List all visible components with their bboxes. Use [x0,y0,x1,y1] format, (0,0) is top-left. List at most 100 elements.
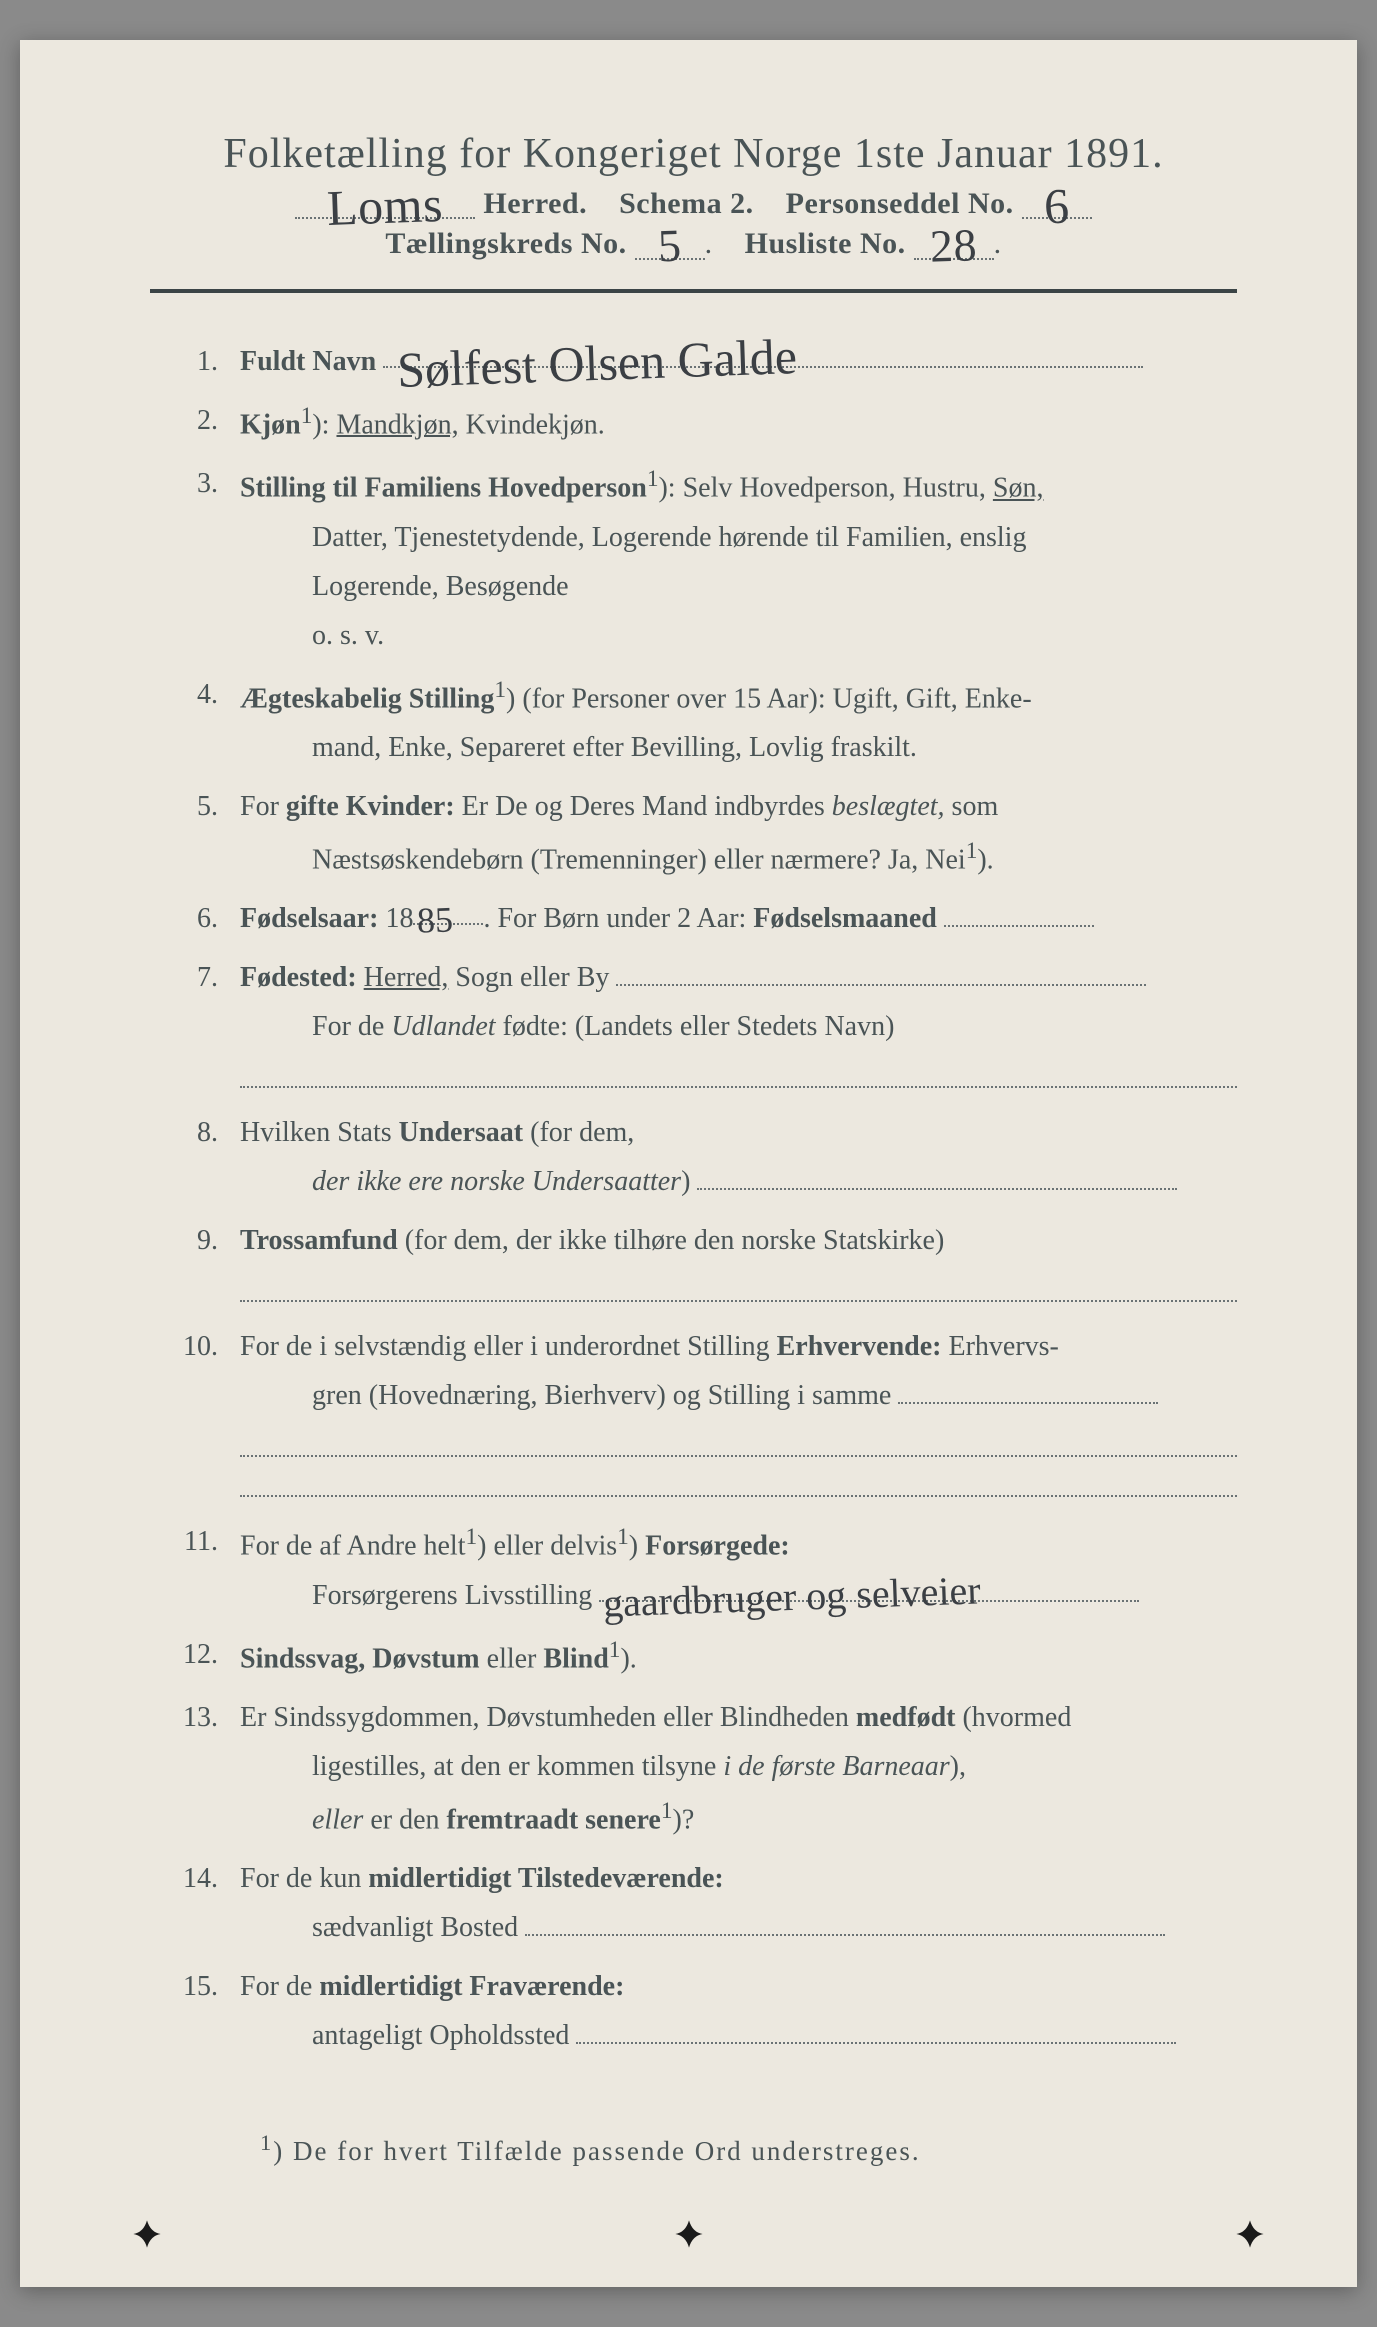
schema-label: Schema 2. [619,187,754,220]
year-prefix: 18 [385,903,413,934]
label-blind: Blind [543,1643,608,1674]
label-forsorgede: Forsørgede: [645,1531,790,1562]
personseddel-blank: 6 [1022,186,1092,219]
form-header: Folketælling for Kongeriget Norge 1ste J… [150,130,1237,261]
sup: 1 [966,838,978,864]
taellingskreds-no: 5 [653,227,686,265]
text: For de i selvstændig eller i underordnet… [240,1331,777,1362]
item-10: 10. For de i selvstændig eller i underor… [170,1322,1237,1508]
text: er den [370,1804,446,1835]
header-line-2: Tællingskreds No. 5. Husliste No. 28. [150,227,1237,261]
label-stilling: Stilling til Familiens Hovedperson [240,473,647,504]
sup: 1 [301,403,313,429]
item-number: 11. [170,1517,240,1619]
opt-kvindekjon: Kvindekjøn. [466,409,605,440]
line: gren (Hovednæring, Bierhverv) og Stillin… [312,1371,1237,1420]
text: eller [487,1643,544,1674]
sup: 1 [466,1524,478,1550]
item-body: Hvilken Stats Undersaat (for dem, der ik… [240,1108,1237,1206]
line: Datter, Tjenestetydende, Logerende høren… [312,513,1237,562]
text: (hvormed [962,1702,1071,1733]
text-italic: der ikke ere norske Undersaatter [312,1166,681,1197]
label-fuldt-navn: Fuldt Navn [240,346,376,377]
item-body: Fødselsaar: 1885. For Børn under 2 Aar: … [240,894,1237,943]
handwritten-name: Sølfest Olsen Galde [393,336,802,390]
item-14: 14. For de kun midlertidigt Tilstedevære… [170,1854,1237,1952]
blank [576,2014,1176,2045]
item-body: Kjøn1): Mandkjøn, Kvindekjøn. [240,396,1237,449]
dotted-line [240,1467,1237,1498]
opt-herred: Herred, [364,962,449,993]
item-body: For de midlertidigt Fraværende: antageli… [240,1962,1237,2060]
item-number: 10. [170,1322,240,1508]
taellingskreds-blank: 5 [635,227,705,260]
blank [525,1906,1165,1937]
item-2: 2. Kjøn1): Mandkjøn, Kvindekjøn. [170,396,1237,449]
text: (for dem, der ikke tilhøre den norske St… [405,1225,945,1256]
year-blank: 85 [413,894,483,925]
item-body: Stilling til Familiens Hovedperson1): Se… [240,459,1237,659]
dotted-line [240,1057,1237,1088]
footnote: 1) De for hvert Tilfælde passende Ord un… [260,2130,1237,2167]
item-11: 11. For de af Andre helt1) eller delvis1… [170,1517,1237,1619]
personseddel-label: Personseddel No. [786,187,1014,220]
label-gifte-kvinder: gifte Kvinder: [286,791,455,822]
footnote-sup: 1 [260,2130,273,2155]
item-8: 8. Hvilken Stats Undersaat (for dem, der… [170,1108,1237,1206]
sup: 1 [609,1637,621,1663]
label-erhvervende: Erhvervende: [777,1331,942,1362]
text: ) [629,1531,645,1562]
text: ) eller delvis [477,1531,617,1562]
text: ): [312,409,336,440]
census-form-page: Folketælling for Kongeriget Norge 1ste J… [20,40,1357,2287]
text: (for dem, [530,1117,634,1148]
item-number: 1. [170,337,240,386]
item-body: For de i selvstændig eller i underordnet… [240,1322,1237,1508]
label-tilstedevaerende: midlertidigt Tilstedeværende: [368,1863,723,1894]
line: Forsørgerens Livsstilling gaardbruger og… [312,1571,1237,1620]
label-fravaerende: midlertidigt Fraværende: [319,1971,624,2002]
item-6: 6. Fødselsaar: 1885. For Børn under 2 Aa… [170,894,1237,943]
herred-handwritten: Loms [323,184,448,228]
form-title: Folketælling for Kongeriget Norge 1ste J… [150,130,1237,178]
item-number: 9. [170,1216,240,1312]
item-number: 8. [170,1108,240,1206]
label-fremtraadt: fremtraadt senere [447,1804,661,1835]
text: Næstsøskendebørn (Tremenninger) eller næ… [312,844,966,875]
item-number: 6. [170,894,240,943]
line: Logerende, Besøgende [312,562,1237,611]
blank [898,1373,1158,1404]
text: )? [673,1804,695,1835]
sup: 1 [494,677,506,703]
item-body: Er Sindssygdommen, Døvstumheden eller Bl… [240,1693,1237,1844]
label-trossamfund: Trossamfund [240,1225,398,1256]
husliste-label: Husliste No. [745,227,906,260]
item-number: 13. [170,1693,240,1844]
header-rule [150,289,1237,293]
personseddel-no: 6 [1039,185,1074,226]
item-body: Trossamfund (for dem, der ikke tilhøre d… [240,1216,1237,1312]
text: Erhvervs- [948,1331,1058,1362]
item-number: 2. [170,396,240,449]
husliste-blank: 28 [914,227,994,260]
line: der ikke ere norske Undersaatter) [312,1157,1237,1206]
label-aegteskabelig: Ægteskabelig Stilling [240,683,494,714]
label-kjon: Kjøn [240,409,301,440]
month-blank [944,896,1094,927]
item-number: 12. [170,1630,240,1683]
blank [697,1159,1177,1190]
item-1: 1. Fuldt Navn Sølfest Olsen Galde [170,337,1237,386]
label-fodselsaar: Fødselsaar: [240,903,378,934]
text-italic: Udlandet [391,1011,495,1042]
text: For de [240,1971,319,2002]
text: fødte: (Landets eller Stedets Navn) [503,1011,895,1042]
item-13: 13. Er Sindssygdommen, Døvstumheden elle… [170,1693,1237,1844]
text: ) (for Personer over 15 Aar): Ugift, Gif… [506,683,1032,714]
item-12: 12. Sindssvag, Døvstum eller Blind1). [170,1630,1237,1683]
opt-son: Søn, [993,473,1044,504]
text: som [952,791,999,822]
text: ). [620,1643,636,1674]
punch-mark-right [1233,2217,1267,2251]
label-medfodt: medfødt [856,1702,956,1733]
text: Er De og Deres Mand indbyrdes [462,791,832,822]
